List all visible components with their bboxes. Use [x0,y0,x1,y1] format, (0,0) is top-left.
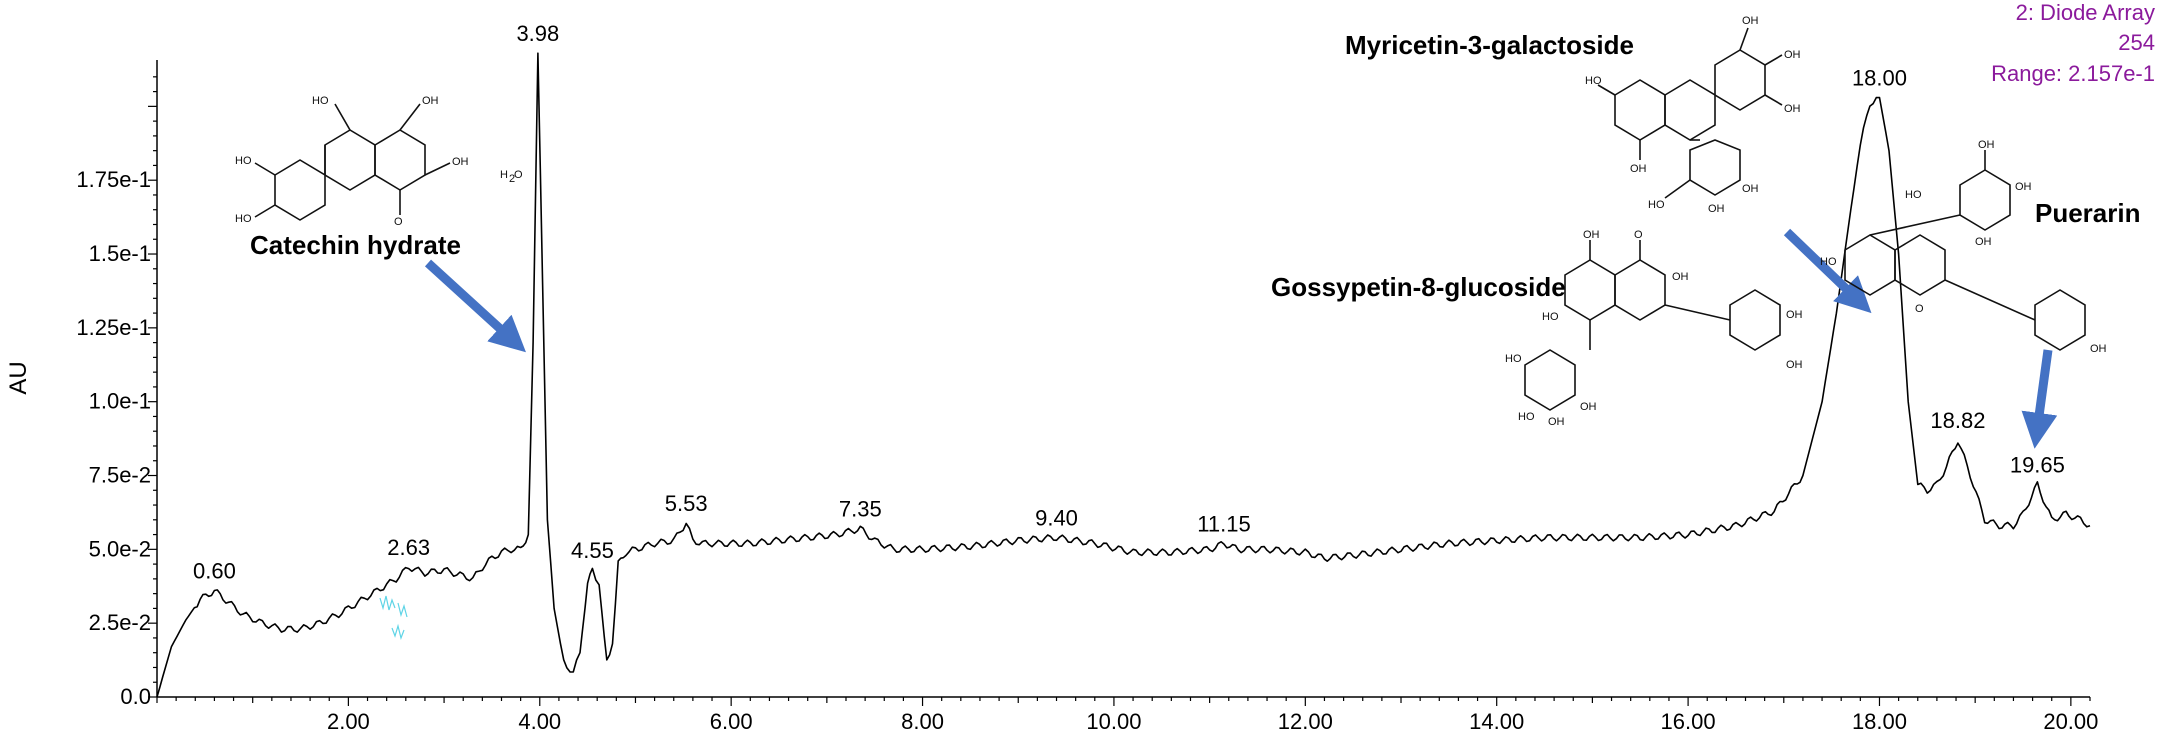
noise-marks [379,595,408,641]
y-tick-label: 0.0 [120,684,151,709]
peak-label: 11.15 [1197,511,1250,536]
svg-text:2: 2 [509,173,515,185]
peak-label: 2.63 [387,535,430,560]
svg-text:OH: OH [1742,15,1759,27]
puerarin-structure-image: HO OH OH OH HO O OH [1820,139,2107,355]
gossypetin-label: Gossypetin-8-glucoside [1271,272,1566,302]
x-tick-label: 4.00 [518,709,561,734]
peak-label: 18.00 [1852,66,1907,91]
y-tick-label: 7.5e-2 [89,463,151,488]
svg-text:OH: OH [452,156,469,168]
y-tick-label: 1.75e-1 [76,167,151,192]
peak-labels: 0.60 2.63 3.98 4.55 5.53 7.35 9.40 11.15 18.00 18… [193,21,2065,583]
svg-text:HO: HO [1585,75,1602,87]
peak-label: 7.35 [839,497,882,522]
axis-ticks [148,76,2091,706]
x-tick-label: 16.00 [1661,709,1716,734]
svg-text:HO: HO [1820,256,1837,268]
svg-text:OH: OH [2090,343,2107,355]
catechin-arrow [424,259,526,353]
y-tick-label: 1.0e-1 [89,389,151,414]
axis-tick-labels: 2.00 4.00 6.00 8.00 10.00 12.00 14.00 16.00 18.0… [76,167,2098,734]
svg-text:O: O [1634,229,1643,241]
svg-text:HO: HO [312,95,329,107]
svg-text:OH: OH [422,95,439,107]
peak-label: 4.55 [571,538,614,563]
chromatogram-trace [156,52,2091,698]
svg-text:OH: OH [1742,183,1759,195]
peak-label: 18.82 [1930,408,1985,433]
peak-label: 19.65 [2010,452,2065,477]
peak-label: 9.40 [1035,506,1078,531]
catechin-structure-image: HO HO HO OH OH O H 2 O [235,95,523,228]
detector-name: 2: Diode Array [2016,0,2155,25]
gossypetin-structure-image: OH O OH HO OH OH HO HO OH OH [1505,229,1803,428]
x-tick-label: 18.00 [1852,709,1907,734]
detector-range: Range: 2.157e-1 [1991,61,2155,86]
svg-text:H: H [500,169,508,181]
svg-text:HO: HO [1905,189,1922,201]
svg-text:OH: OH [2015,181,2032,193]
myricetin-structure-image: HO OH OH OH OH HO OH OH [1585,15,1801,215]
y-tick-label: 1.5e-1 [89,241,151,266]
svg-text:HO: HO [235,155,252,167]
peak-label: 5.53 [665,491,708,516]
puerarin-arrow [2021,349,2058,449]
myricetin-label: Myricetin-3-galactoside [1345,30,1634,60]
peak-label: 0.60 [193,559,236,584]
x-tick-label: 8.00 [901,709,944,734]
svg-text:OH: OH [1708,203,1725,215]
svg-text:OH: OH [1583,229,1600,241]
svg-text:OH: OH [1630,163,1647,175]
puerarin-label: Puerarin [2035,198,2141,228]
peak-label: 3.98 [516,21,559,46]
x-tick-label: 14.00 [1469,709,1524,734]
detector-wavelength: 254 [2118,30,2155,55]
x-tick-label: 2.00 [327,709,370,734]
svg-text:OH: OH [1786,359,1803,371]
y-tick-label: 2.5e-2 [89,610,151,635]
svg-text:OH: OH [1548,416,1565,428]
svg-text:OH: OH [1784,49,1801,61]
x-tick-label: 10.00 [1086,709,1141,734]
svg-text:HO: HO [1542,311,1559,323]
x-tick-label: 12.00 [1278,709,1333,734]
catechin-label: Catechin hydrate [250,230,461,260]
x-tick-label: 6.00 [710,709,753,734]
myricetin-arrow [1783,228,1872,314]
svg-text:OH: OH [1784,103,1801,115]
y-axis-title: AU [5,361,32,394]
svg-text:OH: OH [1672,271,1689,283]
svg-text:HO: HO [235,213,252,225]
y-tick-label: 1.25e-1 [76,315,151,340]
svg-text:OH: OH [1580,401,1597,413]
svg-text:O: O [1915,303,1924,315]
svg-text:HO: HO [1505,353,1522,365]
x-tick-label: 20.00 [2043,709,2098,734]
y-tick-label: 5.0e-2 [89,536,151,561]
svg-text:OH: OH [1978,139,1995,151]
svg-text:OH: OH [1975,236,1992,248]
svg-text:HO: HO [1648,199,1665,211]
svg-text:O: O [394,216,403,228]
svg-text:OH: OH [1786,309,1803,321]
svg-text:O: O [514,169,523,181]
svg-text:HO: HO [1518,411,1535,423]
